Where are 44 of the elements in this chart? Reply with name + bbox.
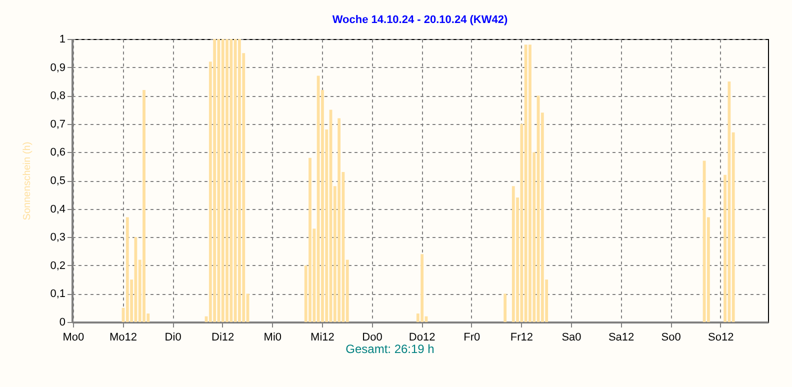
y-tick-label: 0 [59, 316, 66, 328]
bar [230, 39, 233, 322]
bar [512, 186, 515, 322]
bar [213, 39, 216, 322]
text: Gesamt: 26:19 h [346, 342, 434, 356]
y-axis-title: Sonnenschein (h) [22, 142, 34, 220]
x-tick-label: Fr0 [464, 332, 480, 344]
y-tick-label: 0,4 [50, 203, 66, 216]
bar [528, 44, 532, 322]
bar [524, 44, 528, 322]
bar [238, 39, 241, 322]
bar [504, 294, 507, 322]
y-tick-label: 0,9 [50, 62, 66, 74]
y-tick-label: 0,8 [50, 90, 66, 102]
x-tick-label: Mi0 [264, 332, 282, 344]
x-tick-label: Fr12 [510, 332, 533, 344]
bar [308, 158, 312, 322]
x-tick-label: Mo0 [62, 332, 84, 344]
y-tick-label: 0,7 [50, 118, 66, 130]
y-tick-label: 0,2 [50, 260, 66, 272]
x-tick-label: Mo12 [109, 332, 138, 344]
x-tick-label: Sa12 [608, 332, 634, 344]
x-tick-label: Do12 [408, 332, 436, 344]
x-tick-label: Do0 [362, 332, 382, 344]
bar [316, 76, 320, 322]
x-tick-label: Di0 [164, 332, 182, 344]
y-tick-label: 0,6 [50, 146, 66, 159]
bar [126, 217, 129, 322]
bar [234, 39, 237, 322]
bar [338, 118, 341, 322]
bar [226, 39, 228, 322]
y-tick-label: 1 [59, 34, 66, 46]
bar [728, 81, 731, 322]
y-tick-label: 0,3 [50, 232, 66, 244]
x-tick-label: So0 [661, 332, 681, 344]
y-tick-label: 0,5 [50, 175, 66, 187]
y-tick-label: 0,1 [50, 288, 66, 300]
x-tick-label: Mi12 [310, 332, 334, 344]
x-tick-label: So12 [708, 332, 734, 344]
chart-title: Woche 14.10.24 - 20.10.24 (KW42) [332, 14, 508, 26]
x-tick-label: Sa0 [562, 332, 582, 344]
bar [420, 254, 424, 322]
x-tick-label: Di12 [212, 332, 234, 344]
bar [142, 90, 146, 322]
